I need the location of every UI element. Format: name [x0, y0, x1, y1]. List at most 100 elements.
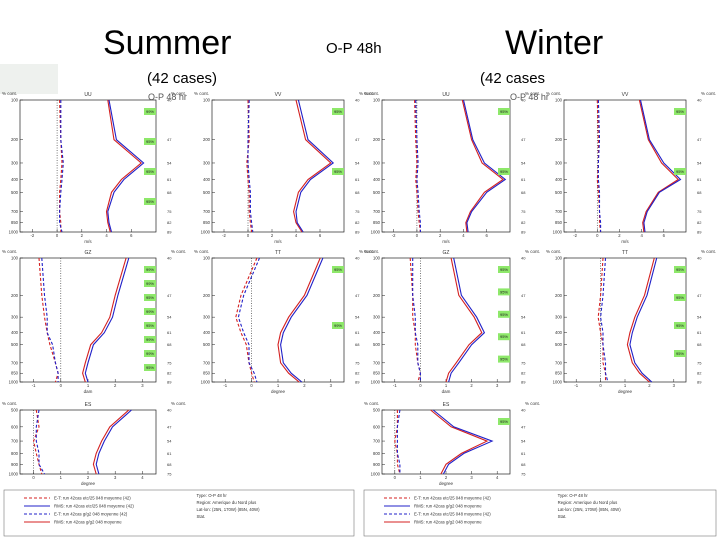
series-line	[35, 409, 45, 475]
panel-w_uu: % cont.% cont.UU100200300400500700850100…	[364, 91, 540, 244]
significance-label: 95%	[676, 109, 684, 114]
significance-cell	[674, 322, 686, 329]
series-line	[246, 99, 253, 233]
count-label: 61	[697, 177, 702, 182]
count-label: 75	[355, 209, 360, 214]
y-tick-label: 200	[555, 137, 563, 142]
y-tick-label: 1000	[9, 472, 19, 477]
x-tick-label: 4	[141, 475, 144, 480]
winter-legend: E-T: run 42cas etc/25 048 moyenne (42) RM…	[363, 489, 717, 537]
y-tick-label: 500	[11, 408, 19, 413]
panel-header-left: % cont.	[364, 91, 379, 96]
count-label: 61	[521, 330, 526, 335]
series-line	[235, 257, 258, 383]
count-label: 89	[697, 380, 702, 385]
panel-header-right: % cont.	[359, 249, 374, 254]
panel-w_vv: % cont.% cont.VV100200300400500700850100…	[546, 91, 716, 244]
y-tick-label: 500	[11, 342, 19, 347]
significance-label: 99%	[146, 109, 154, 114]
significance-label: 95%	[500, 109, 508, 114]
x-axis-label: degree	[618, 389, 633, 394]
x-tick-label: 1	[60, 475, 63, 480]
significance-label: 95%	[676, 169, 684, 174]
y-tick-label: 1000	[553, 230, 563, 235]
x-tick-label: 0	[32, 475, 35, 480]
count-label: 47	[167, 424, 172, 429]
significance-label: 95%	[146, 139, 154, 144]
panel-header-right: % cont.	[701, 91, 716, 96]
count-label: 54	[355, 160, 360, 165]
significance-label: 95%	[500, 334, 508, 339]
y-tick-label: 200	[203, 137, 211, 142]
count-label: 40	[355, 256, 360, 261]
significance-label: 95%	[334, 109, 342, 114]
count-label: 89	[355, 230, 360, 235]
x-axis-label: degree	[81, 481, 96, 486]
y-tick-label: 700	[555, 360, 563, 365]
count-label: 68	[521, 190, 526, 195]
panel-s_tt: % cont.% cont.TT100200300400500700850100…	[194, 249, 374, 394]
count-label: 54	[521, 160, 526, 165]
significance-cell	[674, 266, 686, 273]
legend-frame	[363, 489, 717, 537]
x-tick-label: 3	[470, 475, 473, 480]
panel-header-right: % cont.	[359, 91, 374, 96]
panel-variable-label: VV	[275, 92, 282, 98]
x-tick-label: 2	[618, 233, 621, 238]
y-tick-label: 100	[373, 98, 381, 103]
significance-label: 95%	[500, 267, 508, 272]
y-tick-label: 700	[203, 209, 211, 214]
winter-stamp: O-P 48 hr	[510, 92, 549, 102]
x-tick-label: 0	[596, 233, 599, 238]
y-tick-label: 500	[373, 408, 381, 413]
count-label: 40	[167, 256, 172, 261]
count-label: 82	[167, 220, 172, 225]
x-axis-label: m/s	[84, 239, 92, 244]
count-label: 61	[167, 330, 172, 335]
y-tick-label: 300	[203, 315, 211, 320]
x-tick-label: -2	[392, 233, 396, 238]
y-tick-label: 500	[373, 190, 381, 195]
legend-entry: E-T: run 42cas etc/25 048 moyenne (42)	[414, 512, 491, 517]
y-tick-label: 400	[555, 330, 563, 335]
y-tick-label: 400	[203, 177, 211, 182]
x-tick-label: 0	[394, 475, 397, 480]
y-tick-label: 200	[373, 293, 381, 298]
count-label: 68	[355, 342, 360, 347]
count-label: 40	[697, 256, 702, 261]
count-label: 75	[697, 360, 702, 365]
x-tick-label: 1	[419, 475, 422, 480]
panel-w_gz: % cont.% cont.GZ100200300400500700850100…	[364, 249, 540, 394]
panel-variable-label: ES	[85, 402, 92, 408]
x-tick-label: 6	[486, 233, 489, 238]
y-tick-label: 800	[11, 451, 19, 456]
significance-cell	[674, 294, 686, 301]
x-tick-label: 3	[330, 383, 333, 388]
count-label: 75	[167, 209, 172, 214]
x-tick-label: 6	[319, 233, 322, 238]
y-tick-label: 850	[373, 220, 381, 225]
plot-frame	[381, 257, 511, 383]
count-label: 68	[167, 342, 172, 347]
y-tick-label: 300	[373, 160, 381, 165]
panel-variable-label: GZ	[443, 250, 450, 256]
x-tick-label: 2	[271, 233, 274, 238]
series-line	[247, 99, 254, 233]
panel-header-left: % cont.	[2, 401, 17, 406]
legend-info: Stat.	[197, 514, 206, 519]
count-label: 40	[521, 408, 526, 413]
count-label: 54	[521, 315, 526, 320]
x-tick-label: 1	[87, 383, 90, 388]
count-label: 54	[167, 315, 172, 320]
panel-header-right: % cont.	[171, 91, 186, 96]
significance-cell	[674, 350, 686, 357]
winter-cases-label: (42 cases	[480, 70, 546, 87]
series-line	[596, 99, 602, 233]
count-label: 61	[167, 451, 172, 456]
y-tick-label: 200	[11, 293, 19, 298]
series-line	[597, 99, 602, 232]
x-tick-label: 2	[439, 233, 442, 238]
significance-cell	[498, 108, 510, 115]
significance-cell	[674, 108, 686, 115]
